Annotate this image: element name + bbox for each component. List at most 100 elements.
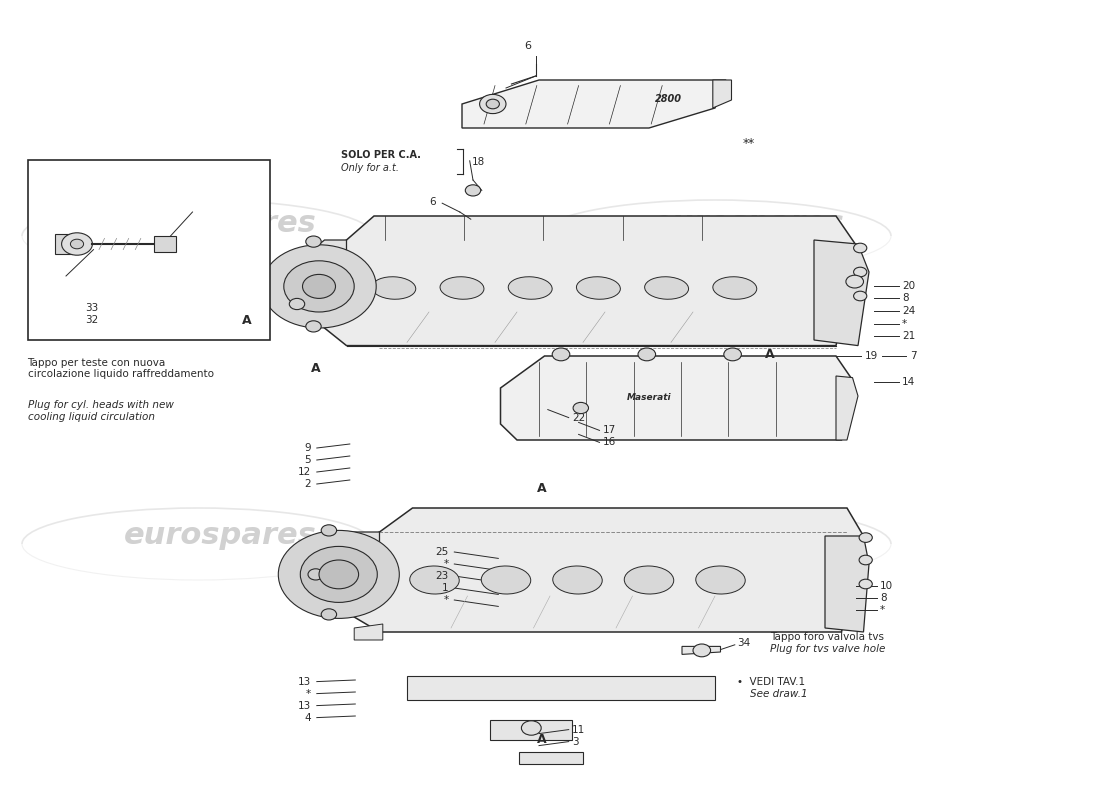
Circle shape bbox=[62, 233, 92, 255]
Text: Plug for tvs valve hole: Plug for tvs valve hole bbox=[770, 644, 886, 654]
Circle shape bbox=[573, 402, 588, 414]
Text: *: * bbox=[443, 595, 449, 605]
Circle shape bbox=[486, 99, 499, 109]
Text: eurospares: eurospares bbox=[651, 522, 845, 550]
Ellipse shape bbox=[625, 566, 673, 594]
Polygon shape bbox=[713, 80, 732, 108]
Ellipse shape bbox=[713, 277, 757, 299]
Polygon shape bbox=[490, 720, 572, 740]
Text: 33: 33 bbox=[85, 303, 98, 313]
Text: 25: 25 bbox=[436, 547, 449, 557]
Text: *: * bbox=[902, 319, 908, 329]
Text: eurospares: eurospares bbox=[651, 210, 845, 238]
Text: eurospares: eurospares bbox=[123, 210, 317, 238]
Text: A: A bbox=[311, 362, 321, 374]
Circle shape bbox=[262, 245, 376, 328]
Text: 12: 12 bbox=[298, 467, 311, 477]
Text: *: * bbox=[742, 138, 749, 150]
Circle shape bbox=[859, 579, 872, 589]
Polygon shape bbox=[407, 676, 715, 700]
Polygon shape bbox=[836, 376, 858, 440]
Circle shape bbox=[552, 348, 570, 361]
Text: 7: 7 bbox=[910, 351, 916, 361]
Circle shape bbox=[302, 274, 336, 298]
Text: 4: 4 bbox=[305, 713, 311, 722]
Circle shape bbox=[859, 555, 872, 565]
Ellipse shape bbox=[645, 277, 689, 299]
Text: 19: 19 bbox=[865, 351, 878, 361]
Circle shape bbox=[306, 236, 321, 247]
Polygon shape bbox=[354, 624, 383, 640]
Bar bbox=[28, 160, 270, 340]
Polygon shape bbox=[316, 532, 380, 614]
Text: See draw.1: See draw.1 bbox=[737, 690, 807, 699]
Circle shape bbox=[306, 321, 321, 332]
Text: Plug for cyl. heads with new
cooling liquid circulation: Plug for cyl. heads with new cooling liq… bbox=[28, 400, 174, 422]
Circle shape bbox=[638, 348, 656, 361]
Polygon shape bbox=[324, 216, 858, 346]
Polygon shape bbox=[154, 236, 176, 252]
Ellipse shape bbox=[576, 277, 620, 299]
Text: *: * bbox=[880, 606, 886, 615]
Text: 24: 24 bbox=[902, 306, 915, 316]
Ellipse shape bbox=[372, 277, 416, 299]
Circle shape bbox=[465, 185, 481, 196]
Text: 18: 18 bbox=[472, 157, 485, 166]
Ellipse shape bbox=[440, 277, 484, 299]
Polygon shape bbox=[519, 752, 583, 764]
Text: 11: 11 bbox=[572, 725, 585, 734]
Polygon shape bbox=[462, 80, 726, 128]
Text: 21: 21 bbox=[902, 331, 915, 341]
Text: 20: 20 bbox=[902, 282, 915, 291]
Text: 14: 14 bbox=[902, 378, 915, 387]
Text: 23: 23 bbox=[436, 571, 449, 581]
Circle shape bbox=[278, 530, 399, 618]
Text: 2800: 2800 bbox=[654, 94, 682, 104]
Text: Maserati: Maserati bbox=[627, 393, 671, 402]
Circle shape bbox=[289, 298, 305, 310]
Circle shape bbox=[321, 609, 337, 620]
Text: A: A bbox=[537, 733, 547, 746]
Circle shape bbox=[480, 94, 506, 114]
Text: •  VEDI TAV.1: • VEDI TAV.1 bbox=[737, 677, 805, 686]
Ellipse shape bbox=[482, 566, 530, 594]
Text: *: * bbox=[306, 689, 311, 698]
Circle shape bbox=[724, 348, 741, 361]
Circle shape bbox=[319, 560, 359, 589]
Text: A: A bbox=[764, 348, 774, 361]
Text: 22: 22 bbox=[572, 413, 585, 422]
Polygon shape bbox=[500, 356, 852, 440]
Circle shape bbox=[284, 261, 354, 312]
Text: eurospares: eurospares bbox=[123, 522, 317, 550]
Text: 6: 6 bbox=[525, 42, 531, 51]
Text: *: * bbox=[748, 138, 755, 150]
Polygon shape bbox=[814, 240, 869, 346]
Text: 13: 13 bbox=[298, 677, 311, 686]
Ellipse shape bbox=[696, 566, 745, 594]
Text: Tappo per teste con nuova
circolazione liquido raffreddamento: Tappo per teste con nuova circolazione l… bbox=[28, 358, 213, 379]
Ellipse shape bbox=[508, 277, 552, 299]
Circle shape bbox=[859, 533, 872, 542]
Polygon shape bbox=[55, 234, 72, 254]
Circle shape bbox=[854, 243, 867, 253]
Text: 8: 8 bbox=[880, 594, 887, 603]
Text: 2: 2 bbox=[305, 479, 311, 489]
Text: Tappo foro valvola tvs: Tappo foro valvola tvs bbox=[770, 632, 884, 642]
Circle shape bbox=[70, 239, 84, 249]
Text: *: * bbox=[443, 559, 449, 569]
Text: Only for a.t.: Only for a.t. bbox=[341, 163, 399, 173]
Polygon shape bbox=[292, 240, 346, 328]
Text: 10: 10 bbox=[880, 582, 893, 591]
Text: A: A bbox=[537, 482, 547, 494]
Circle shape bbox=[854, 291, 867, 301]
Ellipse shape bbox=[410, 566, 459, 594]
Text: A: A bbox=[242, 314, 252, 326]
Text: 17: 17 bbox=[603, 426, 616, 435]
Circle shape bbox=[300, 546, 377, 602]
Polygon shape bbox=[682, 646, 720, 654]
Circle shape bbox=[521, 721, 541, 735]
Text: 1: 1 bbox=[442, 583, 449, 593]
Circle shape bbox=[846, 275, 864, 288]
Text: 3: 3 bbox=[572, 737, 579, 746]
Polygon shape bbox=[346, 508, 864, 632]
